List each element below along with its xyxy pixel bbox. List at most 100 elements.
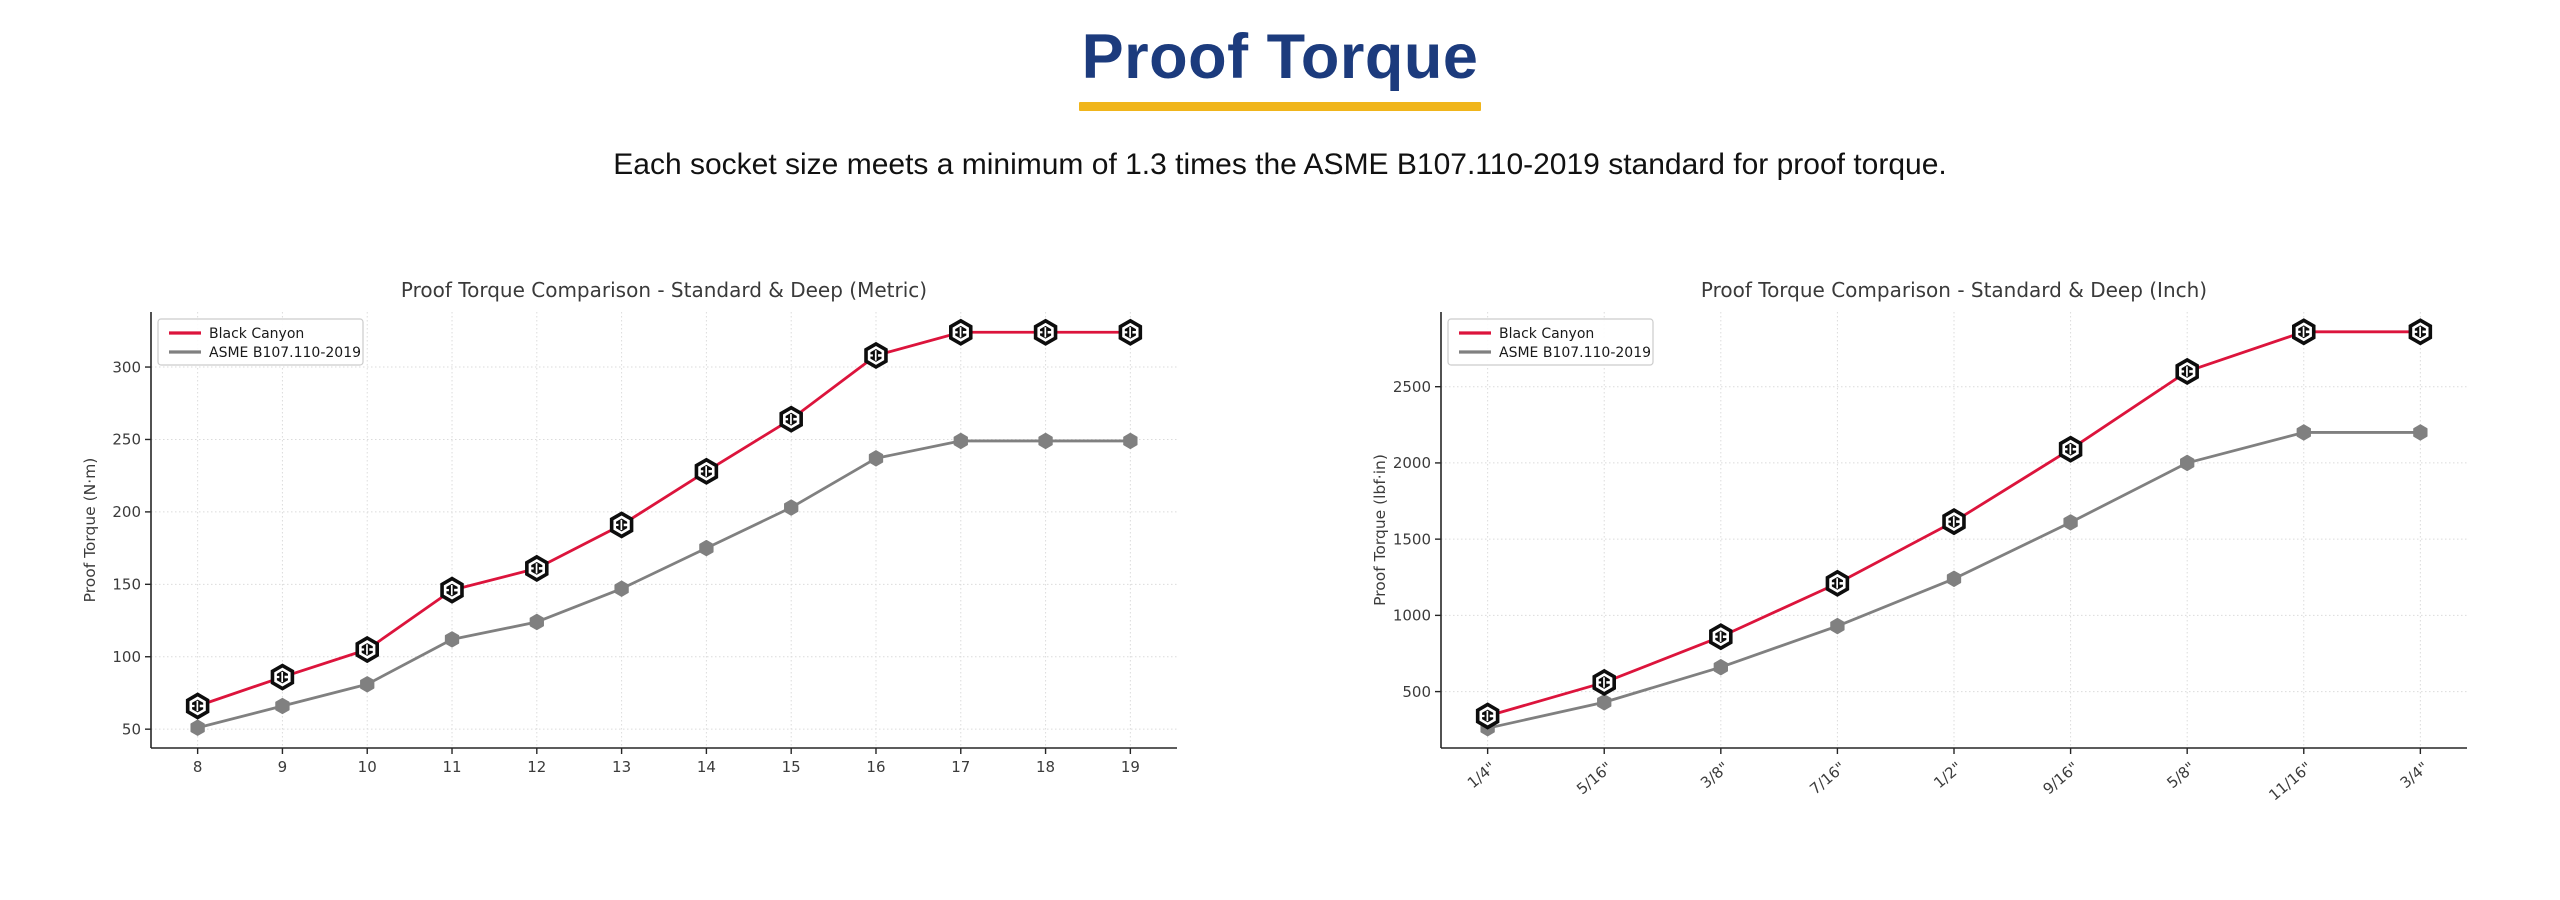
emblem-notch-right <box>1722 635 1728 639</box>
emblem-notch-left <box>1714 635 1718 638</box>
x-tick-label: 1/4" <box>1464 758 1499 792</box>
asme-hex-marker-icon <box>784 499 799 516</box>
emblem-notch-right <box>454 588 459 592</box>
asme-hex-marker-icon <box>2063 514 2078 531</box>
black-canyon-hex-logo-icon <box>779 405 803 433</box>
emblem-slot <box>1836 578 1839 589</box>
emblem-slot <box>366 644 368 655</box>
black-canyon-hex-logo-icon <box>2058 435 2083 463</box>
emblem-slot <box>196 700 199 712</box>
emblem-notch-left <box>1948 520 1951 523</box>
emblem-notch-right <box>1606 681 1611 684</box>
charts-row: 50 100 150 200 250 300 8 9 10 11 12 13 14 15 16 17 18 19 P… <box>0 270 2560 815</box>
asme-hex-marker-icon <box>1713 659 1728 676</box>
legend-label: ASME B107.110-2019 <box>1499 345 1651 361</box>
black-canyon-hex-logo-icon <box>270 663 295 691</box>
black-canyon-hex-logo-icon <box>609 511 634 539</box>
asme-hex-marker-icon <box>2296 424 2311 441</box>
emblem-slot <box>874 350 877 361</box>
y-tick-label: 300 <box>112 358 141 376</box>
y-tick-label: 2500 <box>1393 378 1431 396</box>
x-tick-label: 11 <box>442 758 461 776</box>
legend-label: Black Canyon <box>209 326 304 342</box>
black-canyon-hex-logo-icon <box>1592 668 1616 697</box>
x-tick-label: 17 <box>951 758 970 776</box>
emblem-slot <box>535 563 538 574</box>
emblem-notch-left <box>1124 331 1128 334</box>
emblem-slot <box>1044 327 1047 338</box>
asme-hex-marker-icon <box>190 719 205 736</box>
emblem-slot <box>450 585 453 596</box>
asme-hex-marker-icon <box>2413 424 2428 441</box>
x-tick-label: 13 <box>612 758 631 776</box>
y-tick-label: 250 <box>112 431 141 449</box>
emblem-slot <box>2186 366 2188 377</box>
black-canyon-hex-logo-icon <box>440 576 464 604</box>
series-asme-b107-110-2019 <box>190 432 1138 736</box>
gridlines <box>151 312 1177 748</box>
emblem-notch-left <box>2181 370 2185 373</box>
emblem-notch-right <box>2422 330 2427 334</box>
x-tick-label: 3/8" <box>1697 758 1732 792</box>
emblem-slot <box>959 327 962 338</box>
asme-hex-marker-icon <box>614 580 629 597</box>
asme-hex-marker-icon <box>1038 432 1053 450</box>
asme-hex-marker-icon <box>444 631 460 648</box>
asme-hex-marker-icon <box>953 432 968 450</box>
emblem-notch-right <box>623 523 628 527</box>
series-line-asme-b107-110-2019 <box>196 439 1132 730</box>
black-canyon-hex-logo-icon <box>1475 702 1500 730</box>
emblem-notch-right <box>2072 447 2077 451</box>
x-tick-label: 10 <box>358 758 377 776</box>
emblem-notch-left <box>2297 330 2301 333</box>
emblem-notch-right <box>369 648 374 651</box>
x-tick-label: 3/4" <box>2397 758 2432 792</box>
emblem-notch-right <box>1489 714 1494 718</box>
black-canyon-hex-logo-icon <box>2408 318 2433 346</box>
x-tick-label: 9/16" <box>2039 758 2082 798</box>
emblem-slot <box>2069 444 2072 455</box>
legend-box <box>1447 318 1654 366</box>
black-canyon-hex-logo-icon <box>1118 318 1143 346</box>
black-canyon-hex-logo-icon <box>949 318 973 346</box>
series-black-canyon <box>1475 318 2433 730</box>
y-tick-label: 1500 <box>1393 530 1431 548</box>
emblem-notch-left <box>700 470 704 473</box>
series-black-canyon <box>185 318 1143 720</box>
asme-hex-marker-icon <box>529 613 544 631</box>
x-tick-label: 11/16" <box>2265 758 2315 804</box>
y-tick-label: 150 <box>112 576 141 594</box>
emblem-slot <box>705 466 707 477</box>
x-tick-label: 5/8" <box>2163 758 2198 792</box>
asme-hex-marker-icon <box>275 697 290 715</box>
asme-hex-marker-icon <box>699 539 714 557</box>
black-canyon-hex-logo-icon <box>2292 318 2316 346</box>
page: Proof Torque Each socket size meets a mi… <box>0 26 2560 815</box>
legend: Black Canyon ASME B107.110-2019 <box>157 318 364 366</box>
emblem-notch-left <box>2064 448 2068 451</box>
asme-hex-marker-icon <box>868 450 884 467</box>
x-axis: 8 9 10 11 12 13 14 15 16 17 18 19 <box>193 748 1140 776</box>
emblem-notch-left <box>530 567 534 570</box>
emblem-notch-left <box>1039 331 1043 334</box>
x-axis: 1/4" 5/16" 3/8" 7/16" 1/2" 9/16" 5/8" 11/16" 3/4… <box>1464 748 2432 804</box>
x-tick-label: 12 <box>527 758 546 776</box>
emblem-notch-right <box>2189 370 2194 373</box>
emblem-notch-left <box>615 523 619 527</box>
black-canyon-hex-logo-icon <box>694 457 719 485</box>
emblem-notch-left <box>446 589 449 592</box>
y-axis: 500 1000 1500 2000 2500 <box>1393 378 1441 701</box>
emblem-slot <box>2302 326 2305 337</box>
x-tick-label: 18 <box>1036 758 1055 776</box>
legend: Black Canyon ASME B107.110-2019 <box>1447 318 1654 366</box>
asme-hex-marker-icon <box>1946 570 1962 587</box>
x-tick-label: 16 <box>866 758 885 776</box>
black-canyon-hex-logo-icon <box>185 692 210 720</box>
x-tick-label: 7/16" <box>1806 758 1849 798</box>
x-tick-label: 5/16" <box>1573 758 1616 798</box>
asme-hex-marker-icon <box>360 676 375 693</box>
series-line-black-canyon <box>196 330 1132 708</box>
y-tick-label: 100 <box>112 648 141 666</box>
asme-hex-marker-icon <box>2180 454 2195 472</box>
black-canyon-hex-logo-icon <box>1825 569 1850 597</box>
